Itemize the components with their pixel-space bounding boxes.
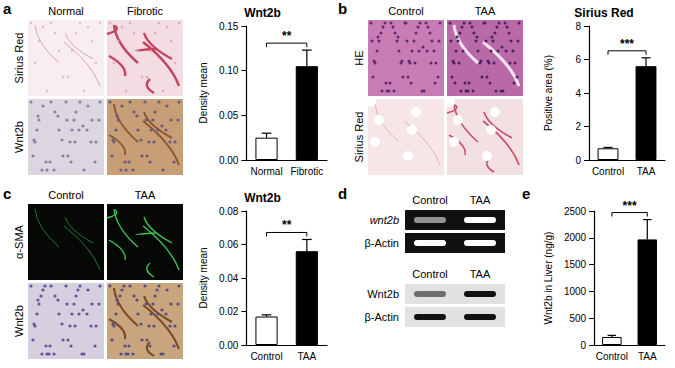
svg-text:8: 8 [575,21,581,32]
svg-text:Sirius Red: Sirius Red [574,6,633,20]
svg-text:TAA: TAA [135,189,156,201]
svg-text:**: ** [282,218,292,232]
svg-text:TAA: TAA [637,166,656,177]
svg-text:Control: Control [592,166,624,177]
svg-text:Fibrotic: Fibrotic [127,5,164,17]
svg-text:Sirius Red: Sirius Red [353,112,365,163]
svg-text:Control: Control [412,268,447,280]
svg-text:0.02: 0.02 [219,306,239,317]
svg-text:0: 0 [575,155,581,166]
svg-text:0.05: 0.05 [219,110,239,121]
svg-text:β-Actin: β-Actin [365,311,399,323]
svg-text:***: *** [620,37,634,51]
svg-text:0.00: 0.00 [219,340,239,351]
svg-text:Wnt2b: Wnt2b [13,305,25,337]
svg-text:Normal: Normal [250,166,282,177]
svg-text:Wnt2b: Wnt2b [367,288,399,300]
svg-text:Density mean: Density mean [198,62,209,123]
svg-text:c: c [3,185,11,202]
svg-text:Wnt2b: Wnt2b [244,191,281,205]
svg-text:TAA: TAA [297,351,316,362]
svg-text:TAA: TAA [638,351,657,362]
svg-text:500: 500 [569,313,586,324]
svg-text:TAA: TAA [475,5,496,17]
svg-text:1000: 1000 [564,286,587,297]
svg-text:TAA: TAA [470,194,491,206]
svg-text:α-SMA: α-SMA [13,224,25,259]
svg-text:HE: HE [353,50,365,65]
svg-text:0.10: 0.10 [219,65,239,76]
svg-text:0.04: 0.04 [219,273,239,284]
svg-text:2000: 2000 [564,232,587,243]
svg-text:wnt2b: wnt2b [370,214,399,226]
svg-text:Wnt2b in Liver (ng/g): Wnt2b in Liver (ng/g) [543,232,554,325]
svg-text:0.08: 0.08 [219,206,239,217]
svg-text:a: a [3,0,12,17]
svg-text:0.00: 0.00 [219,155,239,166]
svg-text:Wnt2b: Wnt2b [244,6,281,20]
svg-text:4: 4 [575,88,581,99]
svg-text:Control: Control [48,189,83,201]
svg-text:Normal: Normal [48,5,83,17]
svg-text:Control: Control [250,351,282,362]
svg-text:b: b [338,0,347,17]
svg-text:β-Actin: β-Actin [365,237,399,249]
svg-text:Fibrotic: Fibrotic [290,166,323,177]
svg-text:1500: 1500 [564,259,587,270]
svg-text:Control: Control [596,351,628,362]
svg-text:d: d [338,185,347,202]
svg-text:Sirius Red: Sirius Red [13,33,25,84]
svg-text:Density mean: Density mean [198,247,209,308]
svg-text:e: e [522,185,530,202]
svg-text:Control: Control [388,5,423,17]
svg-text:0: 0 [581,340,587,351]
svg-text:2: 2 [575,121,581,132]
svg-text:Wnt2b: Wnt2b [13,121,25,153]
svg-text:6: 6 [575,54,581,65]
svg-text:TAA: TAA [470,268,491,280]
svg-text:2500: 2500 [564,206,587,217]
svg-text:0.06: 0.06 [219,239,239,250]
svg-text:**: ** [282,29,292,43]
svg-text:***: *** [623,199,637,213]
svg-text:0.15: 0.15 [219,21,239,32]
svg-text:Control: Control [412,194,447,206]
svg-text:Positive area (%): Positive area (%) [543,55,554,131]
